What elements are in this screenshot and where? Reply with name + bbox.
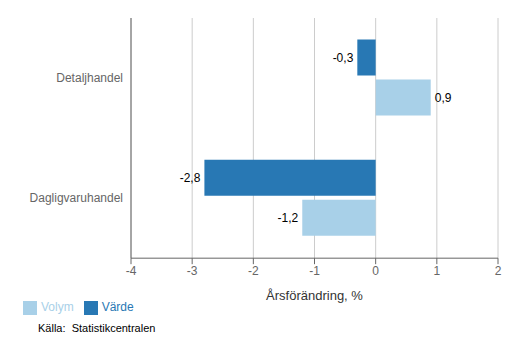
svg-text:-2: -2 [248, 264, 259, 278]
svg-text:Årsförändring, %: Årsförändring, % [266, 288, 363, 303]
svg-text:2: 2 [495, 264, 502, 278]
svg-text:-0,3: -0,3 [333, 51, 354, 65]
svg-text:0: 0 [372, 264, 379, 278]
svg-text:-4: -4 [126, 264, 137, 278]
svg-text:Detaljhandel: Detaljhandel [56, 71, 123, 85]
html-text:Värde: Värde [101, 300, 134, 315]
svg-text:-1: -1 [309, 264, 320, 278]
svg-text:0,9: 0,9 [435, 91, 452, 105]
svg-text:1: 1 [433, 264, 440, 278]
html-text:Källa: Statistikcentralen: Källa: Statistikcentralen [38, 322, 156, 334]
html-text:Volym: Volym [41, 300, 74, 315]
svg-text:Dagligvaruhandel: Dagligvaruhandel [30, 191, 123, 205]
svg-text:-3: -3 [187, 264, 198, 278]
svg-text:-2,8: -2,8 [180, 171, 201, 185]
svg-text:-1,2: -1,2 [278, 211, 299, 225]
